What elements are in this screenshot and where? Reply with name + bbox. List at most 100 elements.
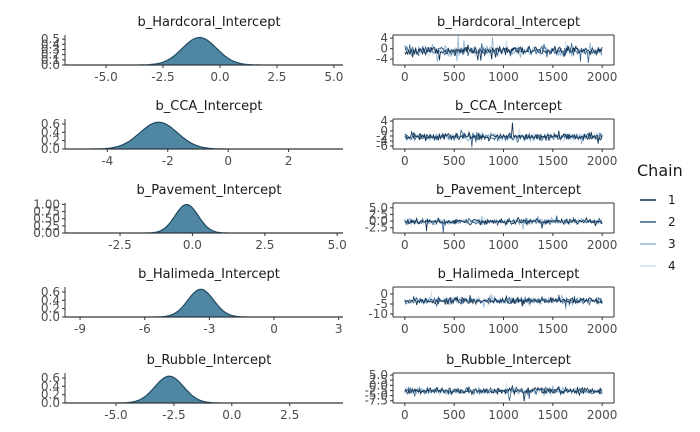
trace-y-tick-label: 0 xyxy=(380,124,388,138)
density-y-tick-label: 0.4 xyxy=(41,37,60,51)
density-y-tick-label: 0.1 xyxy=(41,53,60,67)
trace-x-tick-label: 1500 xyxy=(538,154,569,168)
density-x-tick-label: 2.5 xyxy=(280,408,299,422)
density-x-tick-label: -3 xyxy=(203,322,215,336)
density-panel-title: b_CCA_Intercept xyxy=(155,99,262,114)
trace-y-tick-label: -7.5 xyxy=(365,394,388,408)
trace-line-chain-1 xyxy=(404,44,603,61)
density-x-tick-label: -2.5 xyxy=(151,70,174,84)
density-y-tick-label: 0.0 xyxy=(41,310,60,324)
trace-line-chain-1 xyxy=(404,384,603,402)
trace-x-tick-label: 2000 xyxy=(587,70,618,84)
trace-panel-title: b_Hardcoral_Intercept xyxy=(437,15,580,30)
density-x-tick-label: 0.0 xyxy=(183,238,202,252)
density-y-tick-label: 0.2 xyxy=(41,48,60,62)
panel-row: b_Hardcoral_Intercept -5.0 -2.5 0.0 2.5 5.0 0.… xyxy=(41,15,618,84)
trace-x-tick-label: 1500 xyxy=(538,238,569,252)
density-y-tick-label: 0.4 xyxy=(41,293,60,307)
density-x-tick-label: 0.0 xyxy=(210,70,229,84)
trace-panel-title: b_Pavement_Intercept xyxy=(436,183,581,198)
trace-y-tick-label: 0 xyxy=(380,42,388,56)
legend-label: 4 xyxy=(668,259,676,273)
trace-y-tick-label: 5.0 xyxy=(369,201,388,215)
panel-row: b_Rubble_Intercept-5.0 -2.5 0.0 2.50.00.20.… xyxy=(41,353,618,422)
density-x-tick-label: -2.5 xyxy=(108,238,131,252)
trace-x-tick-label: 500 xyxy=(443,408,466,422)
density-y-tick-label: 0.0 xyxy=(41,142,60,156)
trace-x-tick-label: 0 xyxy=(401,408,409,422)
density-x-tick-label: 0.0 xyxy=(222,408,241,422)
trace-x-tick-label: 0 xyxy=(401,238,409,252)
trace-x-tick-label: 1000 xyxy=(488,70,519,84)
trace-x-tick-label: 2000 xyxy=(587,154,618,168)
trace-y-tick-label: -4 xyxy=(376,134,388,148)
density-y-tick-label: 0.25 xyxy=(33,219,60,233)
density-x-tick-label: -2.5 xyxy=(162,408,185,422)
density-y-tick-label: 0.3 xyxy=(41,42,60,56)
density-x-tick-label: 2.5 xyxy=(255,238,274,252)
density-panel: b_Pavement_Intercept -2.5 0.0 2.5 5.0 0.000.2… xyxy=(33,183,346,252)
density-y-tick-label: 0.5 xyxy=(41,32,60,46)
density-x-tick-label: 0 xyxy=(224,154,232,168)
trace-y-tick-label: 2.5 xyxy=(369,207,388,221)
trace-y-tick-label: 2.5 xyxy=(369,373,388,387)
density-panel: b_Halimeda_Intercept -9 -6 -3 0 3 0.00.20.40.6 xyxy=(41,267,343,336)
trace-x-tick-label: 500 xyxy=(443,154,466,168)
density-y-tick-label: 0.0 xyxy=(41,58,60,72)
trace-x-tick-label: 0 xyxy=(401,322,409,336)
density-x-tick-label: 3 xyxy=(335,322,343,336)
density-panel: b_CCA_Intercept -4 -2 0 2 0.00.20.40.6 xyxy=(41,99,343,168)
density-y-tick-label: 0.2 xyxy=(41,302,60,316)
trace-y-tick-label: 5.0 xyxy=(369,368,388,382)
trace-y-tick-label: -2.5 xyxy=(365,383,388,397)
trace-y-tick-label: -4 xyxy=(376,52,388,66)
density-panel-title: b_Hardcoral_Intercept xyxy=(137,15,280,30)
density-y-tick-label: 0.6 xyxy=(41,117,60,131)
trace-x-tick-label: 2000 xyxy=(587,408,618,422)
trace-y-tick-label: -10 xyxy=(368,307,388,321)
legend: Chain 1 2 3 4 xyxy=(637,161,683,273)
trace-x-tick-label: 1500 xyxy=(538,70,569,84)
trace-y-tick-label: -5 xyxy=(376,297,388,311)
density-y-tick-label: 0.50 xyxy=(33,212,60,226)
density-x-tick-label: -9 xyxy=(74,322,86,336)
density-panel-title: b_Halimeda_Intercept xyxy=(138,267,280,282)
trace-line-chain-2 xyxy=(404,215,603,233)
density-panel-title: b_Rubble_Intercept xyxy=(147,353,272,368)
density-panel-title: b_Pavement_Intercept xyxy=(137,183,282,198)
trace-x-tick-label: 0 xyxy=(401,154,409,168)
legend-label: 3 xyxy=(668,237,676,251)
trace-y-tick-label: 0 xyxy=(380,287,388,301)
density-x-tick-label: -5.0 xyxy=(94,70,117,84)
density-x-tick-label: -2 xyxy=(162,154,174,168)
density-y-tick-label: 0.0 xyxy=(41,396,60,410)
legend-title: Chain xyxy=(637,161,683,180)
density-x-tick-label: -5.0 xyxy=(104,408,127,422)
trace-x-tick-label: 1000 xyxy=(488,238,519,252)
trace-x-tick-label: 2000 xyxy=(587,322,618,336)
trace-y-tick-label: 4 xyxy=(380,31,388,45)
panel-row: b_Pavement_Intercept-2.5 0.0 2.5 5.00.000.2… xyxy=(33,183,617,252)
density-y-tick-label: 0.2 xyxy=(41,134,60,148)
trace-y-tick-label: -5.0 xyxy=(365,389,388,403)
trace-x-tick-label: 1500 xyxy=(538,408,569,422)
density-x-tick-label: 2.5 xyxy=(267,70,286,84)
trace-y-tick-label: -2 xyxy=(376,129,388,143)
density-y-tick-label: 0.75 xyxy=(33,205,60,219)
trace-line-chain-1 xyxy=(404,216,603,231)
density-area xyxy=(65,375,343,404)
density-area xyxy=(65,36,343,66)
trace-x-tick-label: 1000 xyxy=(488,408,519,422)
trace-panel: b_Rubble_Intercept 0 500 1000 1500 2000 5.02.5… xyxy=(365,353,618,422)
density-area xyxy=(65,288,343,318)
density-panel: b_Rubble_Intercept-5.0 -2.5 0.0 2.50.00.20.… xyxy=(41,353,343,422)
trace-panel-title: b_Rubble_Intercept xyxy=(446,353,571,368)
density-y-tick-label: 0.6 xyxy=(41,371,60,385)
density-y-tick-label: 0.4 xyxy=(41,125,60,139)
trace-x-tick-label: 1000 xyxy=(488,154,519,168)
legend-label: 1 xyxy=(668,193,676,207)
density-area xyxy=(65,203,343,234)
